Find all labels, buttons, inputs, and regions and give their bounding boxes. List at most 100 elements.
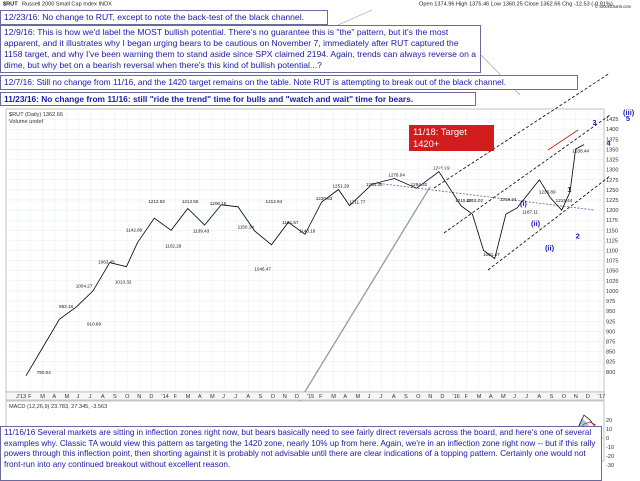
- macd-legend: MACD (12,26,9) 23.783, 27.345, -3.563: [9, 404, 107, 410]
- x-tick-label: O: [125, 394, 130, 400]
- x-tick-label: M: [40, 394, 45, 400]
- y-tick-label: 950: [606, 309, 615, 315]
- y-tick-label: 1000: [606, 289, 618, 295]
- price-point-label: 953.18: [59, 304, 73, 309]
- y-tick-label: 1250: [606, 188, 618, 194]
- y-tick-label: 875: [606, 339, 615, 345]
- x-tick-label: N: [574, 394, 578, 400]
- y-tick-label: 1300: [606, 168, 618, 174]
- connector-line-1: [337, 9, 373, 26]
- wave-label: (iii): [623, 108, 635, 117]
- price-point-label: 1338.44: [572, 148, 589, 153]
- y-tick-label: 1325: [606, 158, 618, 164]
- x-tick-label: N: [137, 394, 141, 400]
- y-tick-label: 1375: [606, 137, 618, 143]
- x-tick-label: M: [501, 394, 506, 400]
- price-point-label: 1211.77: [349, 200, 366, 205]
- price-line: [25, 144, 585, 377]
- target-line-1: 11/18: Target 1420+: [413, 126, 467, 149]
- x-tick-label: D: [440, 394, 444, 400]
- x-tick-label: A: [537, 394, 541, 400]
- chart-subtitle: Russell 2000 Small Cap Index INDX: [22, 2, 112, 8]
- y-tick-label: 1100: [606, 249, 618, 255]
- wave-label: (ii): [531, 219, 541, 228]
- price-point-label: 1215.44: [556, 198, 573, 203]
- x-tick-label: A: [392, 394, 396, 400]
- y-tick-label: 825: [606, 360, 615, 366]
- x-tick-label: O: [416, 394, 421, 400]
- y-tick-label: 925: [606, 319, 615, 325]
- price-point-label: 1254.32: [411, 182, 428, 187]
- x-tick-label: F: [319, 394, 323, 400]
- x-tick-label: S: [550, 394, 554, 400]
- price-point-label: 1254.35: [366, 182, 383, 187]
- wave-label: 1: [567, 185, 571, 194]
- x-tick-label: '16: [453, 394, 460, 400]
- wave-label: 4: [606, 138, 611, 147]
- macd-tick-label: 0: [606, 436, 609, 442]
- macd-tick-label: 20: [606, 418, 612, 424]
- y-tick-label: 1025: [606, 279, 618, 285]
- stockcharts-label: © StockCharts.com: [595, 4, 632, 9]
- price-point-label: 1102.29: [165, 244, 182, 249]
- x-tick-label: S: [113, 394, 117, 400]
- price-point-label: 1081.47: [483, 252, 500, 257]
- x-tick-label: A: [489, 394, 493, 400]
- price-point-label: 1251.29: [332, 183, 349, 188]
- x-tick-label: D: [149, 394, 153, 400]
- legend-volume: Volume undef: [9, 119, 44, 125]
- x-tick-label: J: [234, 394, 237, 400]
- chart-symbol: $RUT: [3, 2, 18, 8]
- x-tick-label: J: [380, 394, 383, 400]
- x-tick-label: A: [246, 394, 250, 400]
- x-tick-label: D: [586, 394, 590, 400]
- x-tick-label: M: [186, 394, 191, 400]
- macd-axis-ticks: 20 10 0 -10 -20 -30: [606, 418, 614, 469]
- channel-line-lower: [443, 114, 611, 234]
- target-line-2: 12/9 Update: 1420-40: [413, 150, 467, 173]
- y-tick-label: 1125: [606, 238, 618, 244]
- x-tick-label: F: [174, 394, 178, 400]
- red-trend-line: [547, 129, 579, 151]
- x-axis-band: [5, 391, 605, 401]
- x-tick-label: M: [477, 394, 482, 400]
- y-tick-label: 1425: [606, 117, 618, 123]
- legend-main: $RUT (Daily) 1362.66: [9, 112, 63, 118]
- x-tick-label: O: [562, 394, 567, 400]
- macd-tick-label: -10: [606, 445, 614, 451]
- x-tick-label: D: [295, 394, 299, 400]
- x-tick-label: A: [343, 394, 347, 400]
- price-point-labels: 790.04 953.18 1004.27 910.89 1063.45 1013.32 1…: [37, 148, 590, 375]
- x-axis-ticks: J'13 F M A M J J A S O N D '14 F M A M J J A S O N D '15 F M A M J J A S…: [16, 394, 605, 400]
- price-point-label: 1063.45: [98, 259, 115, 264]
- wave-label: (i): [520, 199, 528, 208]
- x-tick-label: A: [101, 394, 105, 400]
- x-tick-label: J: [222, 394, 225, 400]
- price-point-label: 1161.57: [282, 220, 299, 225]
- price-point-label: 1004.27: [76, 283, 93, 288]
- x-tick-label: A: [52, 394, 56, 400]
- price-point-label: 1187.11: [522, 209, 538, 214]
- note-12-23-16: 12/23/16: No change to RUT, except to no…: [0, 10, 328, 25]
- macd-tick-label: -20: [606, 454, 614, 460]
- y-tick-label: 1225: [606, 198, 618, 204]
- price-point-label: 1208.15: [210, 201, 227, 206]
- x-tick-label: J: [368, 394, 371, 400]
- y-tick-label: 975: [606, 299, 615, 305]
- y-tick-label: 1150: [606, 228, 618, 234]
- x-tick-label: M: [331, 394, 336, 400]
- price-point-label: 1215.02: [466, 198, 483, 203]
- x-tick-label: J: [77, 394, 80, 400]
- note-12-7-16: 12/7/16: Still no change from 11/16, and…: [0, 75, 578, 90]
- channel-line-upper: [433, 72, 611, 189]
- price-point-label: 1140.19: [299, 228, 316, 233]
- price-point-label: 1236.89: [539, 190, 556, 195]
- x-tick-label: '17: [598, 394, 605, 400]
- x-tick-label: A: [198, 394, 202, 400]
- price-point-label: 1215.40: [455, 198, 472, 203]
- y-tick-label: 800: [606, 370, 615, 376]
- price-point-label: 1213.94: [266, 199, 283, 204]
- price-point-label: 1295.99: [433, 166, 450, 171]
- x-tick-label: J: [525, 394, 528, 400]
- macd-tick-label: -30: [606, 463, 614, 469]
